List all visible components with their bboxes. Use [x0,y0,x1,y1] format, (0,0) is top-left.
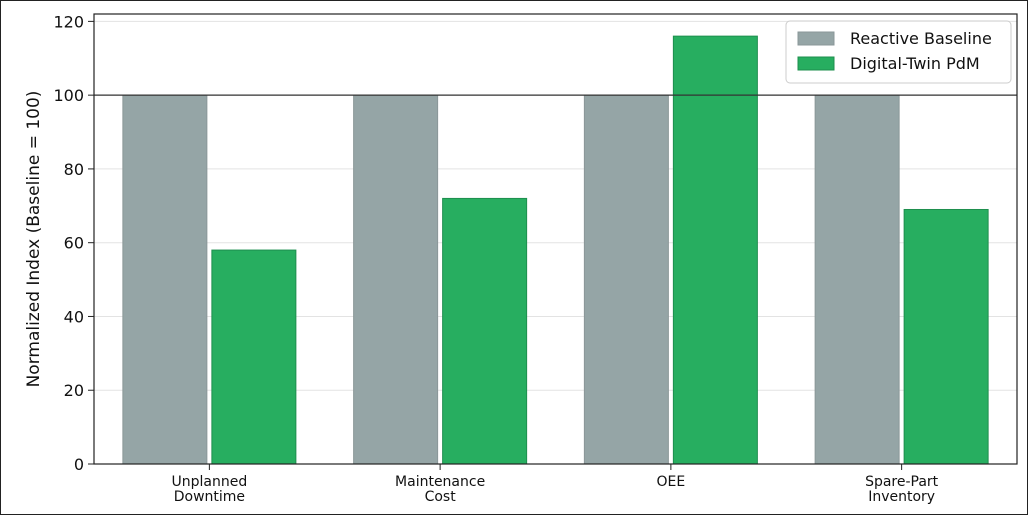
bar-digital-twin-4 [903,208,989,465]
x-tick-label: Unplanned Downtime [172,474,248,505]
y-tick-label: 20 [64,381,84,400]
bar-digital-twin-3 [672,35,758,465]
legend-label: Reactive Baseline [850,29,992,48]
bar-baseline-1 [122,94,208,465]
x-tick-label: Maintenance Cost [395,474,485,505]
legend-swatch [797,56,835,71]
bars [122,35,989,465]
y-axis-label: Normalized Index (Baseline = 100) [24,91,44,388]
bar-digital-twin-2 [442,197,528,465]
bar-baseline-3 [583,94,669,465]
bar-digital-twin-1 [211,249,297,465]
bar-baseline-4 [814,94,900,465]
legend: Reactive Baseline Digital-Twin PdM [785,20,1012,84]
x-tick-label: OEE [657,474,686,490]
legend-label: Digital-Twin PdM [850,54,980,73]
y-tick-label: 60 [64,234,84,253]
bar-baseline-2 [353,94,439,465]
plot-frame [93,13,1018,465]
axes: 0 20 40 60 80 100 120 Normalized Index (Baselin… [24,12,1018,505]
y-tick-label: 40 [64,307,84,326]
y-tick-label: 0 [74,455,84,474]
legend-swatch [797,31,835,46]
y-tick-label: 100 [53,86,84,105]
y-tick-label: 80 [64,160,84,179]
y-tick-label: 120 [53,12,84,31]
x-tick-label: Spare-Part Inventory [865,474,939,505]
legend-box [785,20,1012,84]
